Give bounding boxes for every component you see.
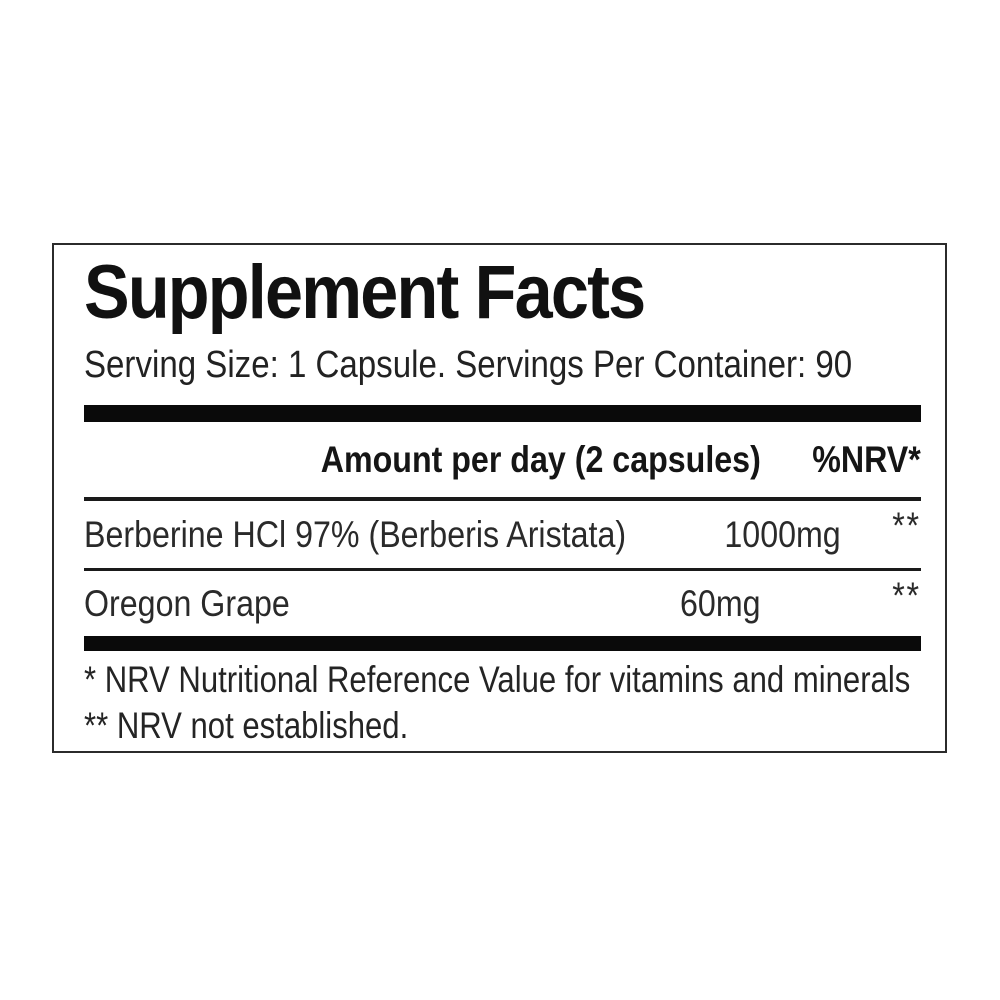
amount-column-header: Amount per day (2 capsules)	[320, 438, 761, 480]
ingredient-row-oregon-grape: Oregon Grape 60mg **	[84, 571, 921, 636]
column-header-row: Amount per day (2 capsules) %NRV*	[84, 422, 921, 497]
ingredient-row-berberine: Berberine HCl 97% (Berberis Aristata) 10…	[84, 501, 921, 568]
divider-thick-bottom	[84, 636, 921, 651]
divider-thick-top	[84, 405, 921, 422]
divider-thin-between-rows	[84, 568, 921, 571]
nrv-column-header: %NRV*	[812, 438, 921, 480]
ingredient-amount-oregon-grape: 60mg	[680, 582, 761, 624]
divider-thin-header	[84, 497, 921, 501]
footnotes: * NRV Nutritional Reference Value for vi…	[84, 657, 937, 749]
ingredient-amount-berberine: 1000mg	[724, 513, 841, 555]
footnote-nrv-not-established: ** NRV not established.	[84, 705, 409, 746]
footnote-nrv-definition: * NRV Nutritional Reference Value for vi…	[84, 659, 911, 700]
serving-info: Serving Size: 1 Capsule. Servings Per Co…	[84, 344, 853, 386]
ingredient-name-oregon-grape: Oregon Grape	[84, 582, 290, 624]
ingredient-nrv-berberine: **	[892, 505, 921, 546]
ingredient-name-berberine: Berberine HCl 97% (Berberis Aristata)	[84, 513, 627, 555]
supplement-facts-panel: Supplement Facts Serving Size: 1 Capsule…	[52, 243, 947, 753]
ingredient-nrv-oregon-grape: **	[892, 575, 921, 616]
panel-title: Supplement Facts	[84, 250, 646, 335]
